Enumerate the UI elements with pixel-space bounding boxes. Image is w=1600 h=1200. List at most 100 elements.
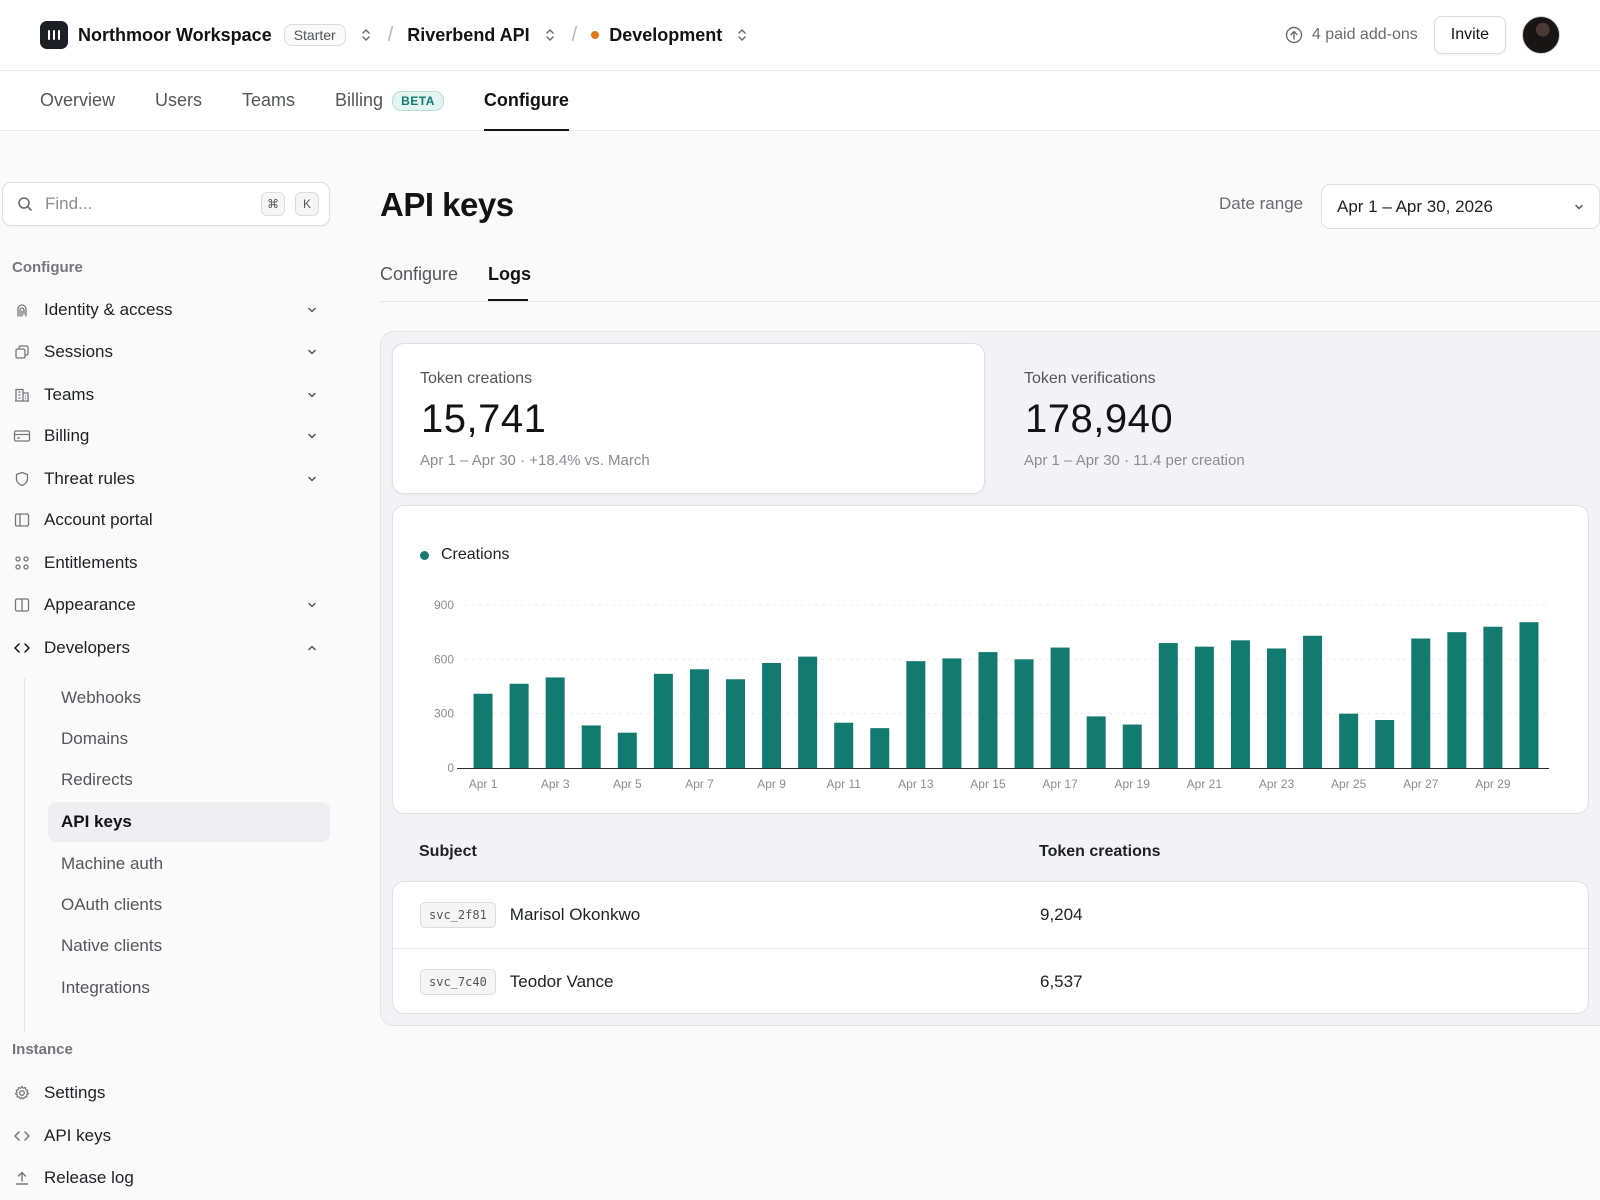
bar-apr-20[interactable]	[1158, 643, 1178, 768]
search-input[interactable]: Find... ⌘ K	[2, 182, 330, 226]
bar-apr-3[interactable]	[545, 677, 565, 768]
chevron-down-icon[interactable]	[306, 346, 318, 358]
environment-name[interactable]: Development	[609, 24, 723, 45]
bar-apr-10[interactable]	[798, 656, 818, 768]
bar-apr-19[interactable]	[1122, 724, 1142, 768]
grid-dots-icon	[12, 555, 32, 571]
x-tick-label: Apr 7	[685, 777, 714, 791]
app-name[interactable]: Riverbend API	[407, 24, 530, 45]
stat-value: 15,741	[421, 397, 547, 441]
bar-apr-30[interactable]	[1519, 622, 1539, 768]
chevron-down-icon[interactable]	[306, 473, 318, 485]
subject-id-badge: svc_2f81	[420, 902, 496, 928]
workspace-switcher-icon[interactable]	[360, 27, 372, 43]
chevron-up-icon[interactable]	[306, 642, 318, 654]
bar-apr-1[interactable]	[473, 693, 493, 768]
bar-apr-23[interactable]	[1267, 648, 1286, 768]
bar-apr-11[interactable]	[834, 722, 854, 768]
gear-icon	[12, 1085, 32, 1101]
chevron-down-icon[interactable]	[306, 304, 318, 316]
code-icon	[12, 641, 32, 655]
submenu-guide-line	[24, 678, 25, 1032]
workspace-logo[interactable]	[40, 21, 68, 49]
tab-teams[interactable]: Teams	[242, 90, 296, 110]
table-row[interactable]: svc_7c40 Teodor Vance 6,537	[393, 948, 1588, 1014]
breadcrumb-separator: /	[571, 23, 578, 46]
sidebar-item-account-portal[interactable]: Account portal	[12, 505, 318, 535]
workspace-name[interactable]: Northmoor Workspace	[78, 24, 272, 45]
bar-apr-25[interactable]	[1339, 713, 1359, 768]
bar-apr-27[interactable]	[1411, 638, 1431, 768]
sidebar-item-release-log[interactable]: Release log	[12, 1163, 318, 1193]
sidebar-item-billing[interactable]: Billing	[12, 421, 318, 451]
stat-label: Token creations	[420, 370, 533, 387]
chevron-down-icon[interactable]	[306, 389, 318, 401]
x-tick-label: Apr 17	[1042, 777, 1078, 791]
sidebar-item-developers[interactable]: Developers	[12, 633, 318, 663]
sidebar-subitem-domains[interactable]: Domains	[61, 729, 129, 748]
search-placeholder: Find...	[45, 194, 93, 213]
chevron-down-icon[interactable]	[306, 430, 318, 442]
bar-apr-14[interactable]	[942, 658, 962, 768]
sidebar-item-teams[interactable]: Teams	[12, 380, 318, 410]
x-tick-label: Apr 21	[1187, 777, 1223, 791]
bar-apr-15[interactable]	[978, 652, 998, 768]
copy-icon	[12, 344, 32, 360]
table-row[interactable]: svc_2f81 Marisol Okonkwo 9,204	[393, 882, 1588, 948]
subtab-configure[interactable]: Configure	[380, 264, 459, 284]
top-bar: Northmoor Workspace Starter / Riverbend …	[0, 0, 1600, 71]
shortcut-k-key: K	[295, 192, 319, 216]
sidebar-item-identity-access[interactable]: Identity & access	[12, 295, 318, 325]
app-switcher-icon[interactable]	[544, 27, 556, 43]
bar-apr-16[interactable]	[1014, 659, 1034, 768]
bar-apr-6[interactable]	[653, 673, 673, 768]
bar-apr-13[interactable]	[906, 661, 926, 768]
sidebar-subitem-integrations[interactable]: Integrations	[61, 978, 150, 997]
sidebar-subitem-webhooks[interactable]: Webhooks	[61, 688, 142, 707]
paid-addons-link[interactable]: 4 paid add-ons	[1285, 26, 1418, 44]
tab-configure[interactable]: Configure	[483, 71, 569, 131]
building-icon	[12, 387, 32, 403]
tab-users[interactable]: Users	[155, 90, 203, 110]
plan-badge: Starter	[283, 24, 346, 46]
bar-apr-29[interactable]	[1483, 626, 1503, 768]
bar-apr-9[interactable]	[762, 662, 782, 768]
bar-apr-24[interactable]	[1303, 635, 1323, 768]
sidebar-subitem-machine-auth[interactable]: Machine auth	[61, 854, 164, 873]
column-header-token-creations: Token creations	[1039, 843, 1161, 860]
bar-apr-8[interactable]	[726, 679, 745, 768]
sidebar-item-sessions[interactable]: Sessions	[12, 337, 318, 367]
bar-apr-7[interactable]	[689, 669, 709, 768]
sidebar-subitem-redirects[interactable]: Redirects	[61, 770, 133, 789]
chevron-down-icon[interactable]	[306, 599, 318, 611]
bar-apr-26[interactable]	[1375, 720, 1395, 768]
bar-apr-12[interactable]	[870, 728, 890, 768]
bar-apr-18[interactable]	[1086, 716, 1106, 768]
bar-apr-17[interactable]	[1050, 647, 1070, 768]
sidebar-subitem-api-keys[interactable]: API keys	[48, 802, 330, 842]
sidebar-item-instance-api-keys[interactable]: API keys	[12, 1121, 318, 1151]
sidebar-item-appearance[interactable]: Appearance	[12, 590, 318, 620]
sidebar-item-entitlements[interactable]: Entitlements	[12, 548, 318, 578]
user-avatar[interactable]	[1522, 16, 1560, 54]
sidebar-subitem-oauth-clients[interactable]: OAuth clients	[61, 895, 163, 914]
bar-apr-21[interactable]	[1194, 646, 1214, 768]
environment-switcher-icon[interactable]	[736, 27, 748, 43]
x-tick-label: Apr 29	[1475, 777, 1511, 791]
date-range-select[interactable]: Apr 1 – Apr 30, 2026	[1321, 184, 1600, 229]
sidebar-subitem-native-clients[interactable]: Native clients	[61, 936, 163, 955]
tab-overview[interactable]: Overview	[40, 90, 116, 110]
bar-apr-28[interactable]	[1447, 632, 1467, 768]
bar-apr-22[interactable]	[1230, 640, 1250, 768]
stat-label: Token verifications	[1024, 370, 1156, 387]
bar-apr-5[interactable]	[617, 732, 637, 768]
x-tick-label: Apr 5	[613, 777, 642, 791]
sidebar-item-settings[interactable]: Settings	[12, 1078, 318, 1108]
sidebar-item-threat-rules[interactable]: Threat rules	[12, 464, 318, 494]
tab-billing[interactable]: Billing BETA	[335, 71, 444, 130]
subtab-logs[interactable]: Logs	[488, 264, 531, 284]
paid-addons-label: 4 paid add-ons	[1311, 26, 1418, 43]
invite-button[interactable]: Invite	[1433, 16, 1506, 54]
bar-apr-4[interactable]	[581, 725, 601, 768]
bar-apr-2[interactable]	[509, 683, 529, 768]
